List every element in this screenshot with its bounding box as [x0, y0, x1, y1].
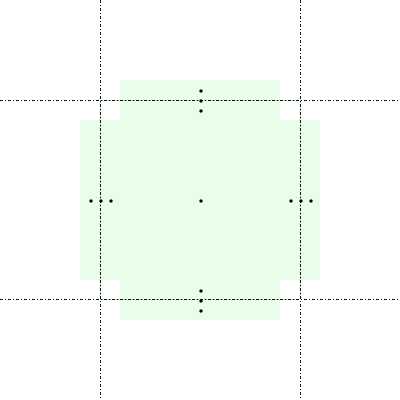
marker-left-3 [109, 199, 113, 203]
marker-dots [89, 89, 313, 313]
marker-bottom-2 [199, 299, 203, 303]
marker-top-1 [199, 89, 203, 93]
marker-top-2 [199, 99, 203, 103]
marker-right-2 [299, 199, 303, 203]
marker-bottom-1 [199, 289, 203, 293]
marker-top-3 [199, 109, 203, 113]
marker-left-2 [99, 199, 103, 203]
marker-right-1 [289, 199, 293, 203]
marker-bottom-3 [199, 309, 203, 313]
marker-left-1 [89, 199, 93, 203]
marker-right-3 [309, 199, 313, 203]
marker-center [199, 199, 203, 203]
